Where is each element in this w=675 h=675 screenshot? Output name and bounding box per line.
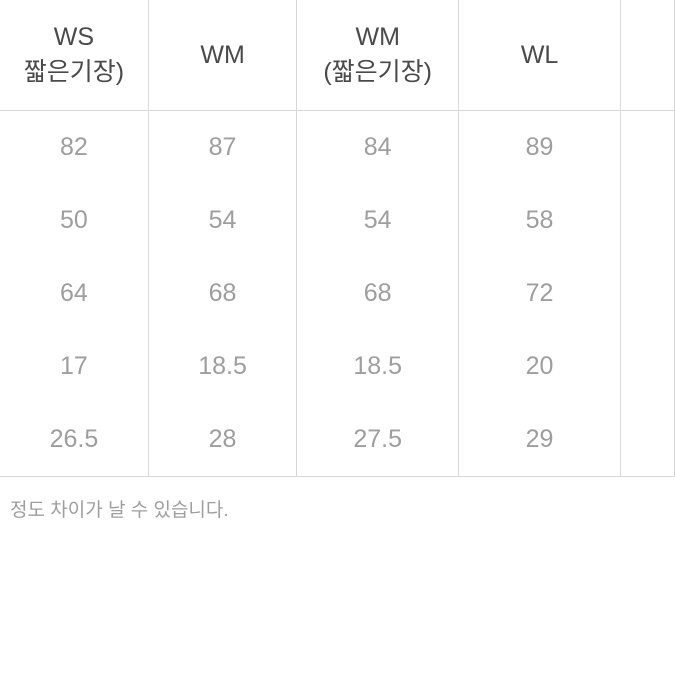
table-header-row: WS 짧은기장) WM WM (짧은기장) WL bbox=[0, 0, 675, 111]
footer-note: 정도 차이가 날 수 있습니다. bbox=[0, 477, 675, 553]
table-cell: 18.5 bbox=[297, 330, 459, 403]
table-cell: 58 bbox=[459, 184, 621, 257]
table-cell: 54 bbox=[148, 184, 296, 257]
size-table: WS 짧은기장) WM WM (짧은기장) WL 8 bbox=[0, 0, 675, 552]
header-line1: WS bbox=[54, 23, 94, 51]
table-cell: 72 bbox=[459, 257, 621, 330]
table-cell: 64 bbox=[0, 257, 148, 330]
table-footer-row: 정도 차이가 날 수 있습니다. bbox=[0, 477, 675, 553]
table-cell bbox=[621, 184, 675, 257]
table-row: 17 18.5 18.5 20 bbox=[0, 330, 675, 403]
table-row: 26.5 28 27.5 29 bbox=[0, 403, 675, 477]
table-cell bbox=[621, 403, 675, 477]
table-cell bbox=[621, 111, 675, 185]
header-line2: (짧은기장) bbox=[323, 58, 432, 86]
table-cell bbox=[621, 257, 675, 330]
table-cell: 18.5 bbox=[148, 330, 296, 403]
column-header-ws: WS 짧은기장) bbox=[0, 0, 148, 111]
column-header-wm-short: WM (짧은기장) bbox=[297, 0, 459, 111]
table-cell: 17 bbox=[0, 330, 148, 403]
column-header-wl: WL bbox=[459, 0, 621, 111]
table-cell: 27.5 bbox=[297, 403, 459, 477]
table-cell: 28 bbox=[148, 403, 296, 477]
table-cell bbox=[621, 330, 675, 403]
header-line1: WM bbox=[200, 41, 244, 69]
table-cell: 84 bbox=[297, 111, 459, 185]
table-cell: 29 bbox=[459, 403, 621, 477]
table-row: 82 87 84 89 bbox=[0, 111, 675, 185]
table-cell: 68 bbox=[148, 257, 296, 330]
table-row: 50 54 54 58 bbox=[0, 184, 675, 257]
table-row: 64 68 68 72 bbox=[0, 257, 675, 330]
table-cell: 54 bbox=[297, 184, 459, 257]
column-header-empty bbox=[621, 0, 675, 111]
table-cell: 20 bbox=[459, 330, 621, 403]
column-header-wm: WM bbox=[148, 0, 296, 111]
table-cell: 82 bbox=[0, 111, 148, 185]
header-line2: 짧은기장) bbox=[24, 58, 124, 86]
table-cell: 26.5 bbox=[0, 403, 148, 477]
header-line1: WL bbox=[521, 41, 559, 69]
table-cell: 87 bbox=[148, 111, 296, 185]
header-line1: WM bbox=[355, 23, 399, 51]
table-cell: 68 bbox=[297, 257, 459, 330]
table-cell: 50 bbox=[0, 184, 148, 257]
table-cell: 89 bbox=[459, 111, 621, 185]
size-table-container: WS 짧은기장) WM WM (짧은기장) WL 8 bbox=[0, 0, 675, 552]
